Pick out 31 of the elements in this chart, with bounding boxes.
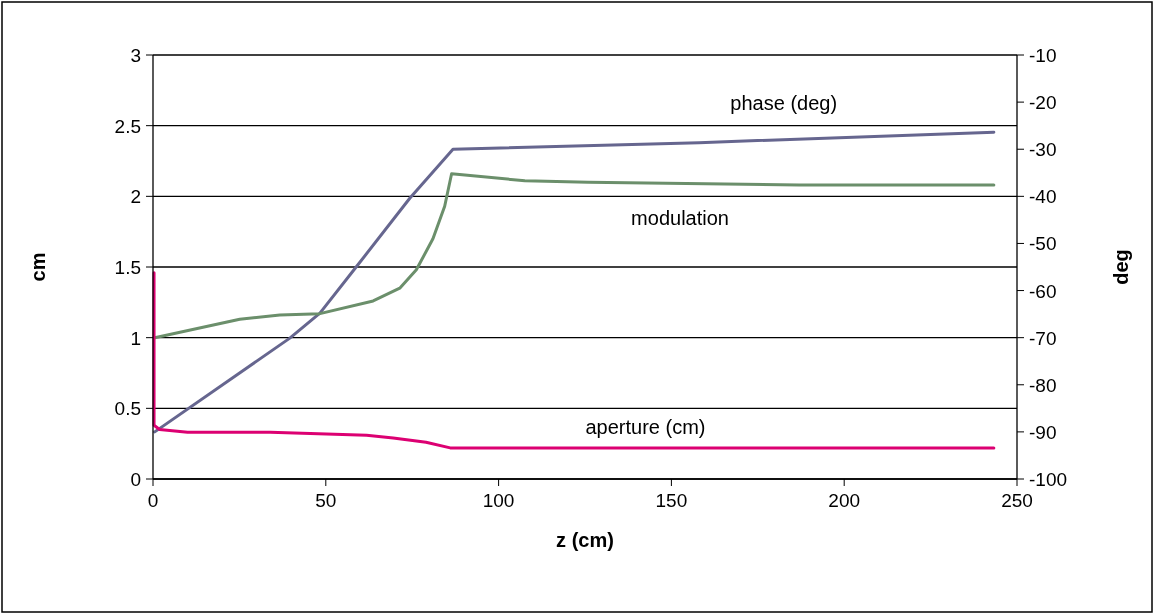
y-axis-title: cm: [27, 252, 49, 282]
x-tick-label: 100: [482, 490, 515, 511]
x-tick-label: 200: [828, 490, 861, 511]
y2-tick-label: -20: [1029, 92, 1057, 114]
y2-tick-label: -10: [1029, 45, 1057, 66]
y2-tick-label: -30: [1029, 139, 1057, 161]
x-tick-label: 150: [655, 490, 688, 511]
y2-tick-label: -80: [1029, 374, 1057, 396]
y-tick-label: 0: [130, 469, 141, 490]
y2-tick-label: -70: [1029, 327, 1057, 349]
y2-tick-label: -50: [1029, 233, 1057, 255]
series-label: aperture (cm): [585, 416, 706, 439]
y2-tick-label: -100: [1029, 469, 1068, 490]
y-tick-label: 3: [130, 45, 141, 66]
y2-tick-label: -40: [1029, 186, 1057, 208]
x-tick-label: 250: [1001, 490, 1033, 511]
y-tick-label: 1.5: [114, 257, 141, 278]
x-tick-label: 0: [147, 490, 159, 511]
y-tick-label: 0.5: [114, 398, 141, 420]
y2-tick-label: -90: [1029, 421, 1057, 443]
x-tick-label: 50: [315, 490, 337, 511]
x-axis-title: z (cm): [556, 529, 614, 551]
line-series: [153, 172, 996, 340]
y-tick-label: 2.5: [114, 115, 141, 137]
series-label: modulation: [631, 206, 729, 229]
series-label: phase (deg): [730, 92, 838, 115]
y2-axis-title: deg: [1110, 249, 1132, 285]
y-tick-label: 1: [130, 327, 141, 349]
y2-tick-label: -60: [1029, 280, 1057, 302]
line-series: [152, 271, 996, 450]
y-tick-label: 2: [130, 186, 141, 208]
